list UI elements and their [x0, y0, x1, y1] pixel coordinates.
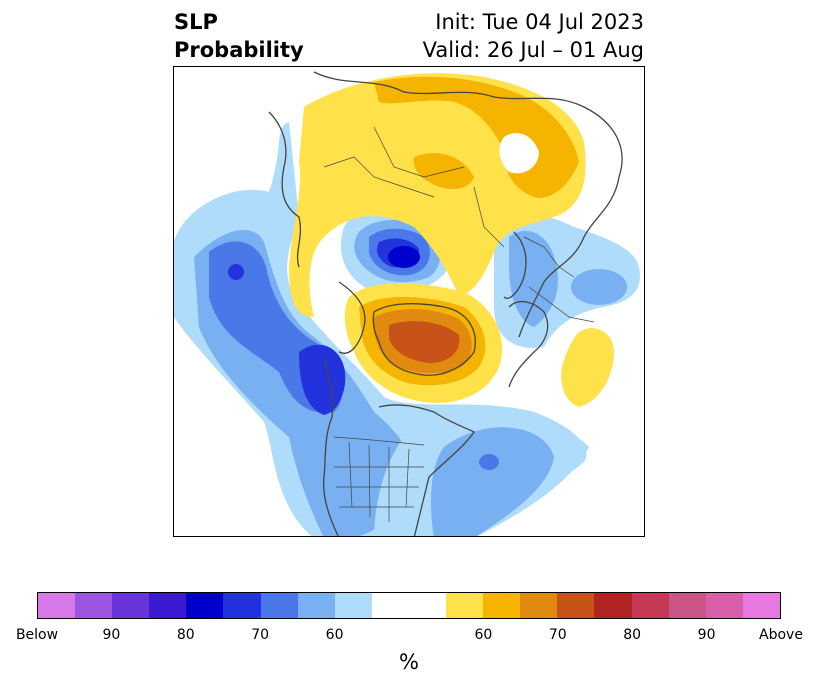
colorbar-segment	[223, 593, 261, 618]
title-product: Probability	[174, 38, 304, 62]
colorbar-segment	[594, 593, 632, 618]
shade-royal-pacific-small	[228, 264, 244, 280]
colorbar-segment	[408, 593, 447, 618]
colorbar-segment	[149, 593, 187, 618]
coastlines	[268, 71, 623, 536]
coast-northamerica-east	[378, 404, 475, 536]
coast-hudson	[338, 281, 366, 354]
shade-royal-pacific	[299, 344, 346, 415]
probability-shading	[174, 73, 640, 536]
border-us-states-2	[334, 466, 424, 508]
colorbar-segment	[260, 593, 298, 618]
coast-scandinavia	[503, 231, 527, 299]
border-russia-1	[373, 126, 465, 178]
title-variable: SLP	[174, 10, 218, 34]
border-russia-2	[473, 186, 505, 248]
coast-alaska-siberia	[268, 111, 302, 268]
shade-midblue-atlantic	[431, 427, 554, 536]
colorbar-segment	[75, 593, 113, 618]
shade-deepblue-arctic	[388, 246, 420, 268]
colorbar-tick-label: 70	[548, 627, 567, 643]
colorbar-tick-label: 80	[623, 627, 642, 643]
shade-midblue-europe	[509, 230, 558, 327]
colorbar-segment	[557, 593, 595, 618]
colorbar-segment	[446, 593, 484, 618]
colorbar-segment	[186, 593, 224, 618]
shade-midblue-europe-small	[571, 269, 627, 305]
polar-map	[173, 66, 645, 537]
border-us-states-1	[348, 441, 410, 522]
colorbar-segment	[371, 593, 409, 618]
colorbar	[37, 592, 781, 619]
colorbar-segment	[742, 593, 780, 618]
colorbar-segment	[705, 593, 743, 618]
border-europe-2	[528, 286, 595, 323]
colorbar-tick-label: 80	[176, 627, 195, 643]
colorbar-tick-label: 90	[697, 627, 716, 643]
country-borders	[323, 126, 595, 522]
coast-northamerica-west	[323, 356, 339, 536]
shade-blue-atlantic-core	[479, 454, 499, 470]
colorbar-tick-label: Above	[759, 627, 803, 643]
colorbar-tick-label: 60	[474, 627, 493, 643]
colorbar-segment	[483, 593, 521, 618]
colorbar-segment	[334, 593, 372, 618]
colorbar-tick-label: 60	[325, 627, 344, 643]
colorbar-segment	[38, 593, 76, 618]
shade-orange-east	[413, 153, 474, 189]
shade-yellow-atlantic	[561, 328, 614, 407]
coast-eurasia	[313, 71, 623, 338]
colorbar-segment	[668, 593, 706, 618]
colorbar-unit-label: %	[399, 650, 419, 674]
colorbar-tick-label: 90	[102, 627, 121, 643]
init-date: Init: Tue 04 Jul 2023	[435, 10, 644, 34]
map-title-right: Init: Tue 04 Jul 2023 Valid: 26 Jul – 01…	[423, 8, 644, 64]
border-us-canada	[333, 436, 425, 446]
coast-europe	[508, 300, 549, 388]
colorbar-segment	[297, 593, 335, 618]
colorbar-segment	[520, 593, 558, 618]
colorbar-tick-label: Below	[15, 627, 59, 643]
colorbar-tick-label: 70	[251, 627, 270, 643]
map-canvas	[174, 71, 640, 536]
valid-range: Valid: 26 Jul – 01 Aug	[422, 38, 644, 62]
border-asia-1	[323, 156, 435, 198]
shade-white-north	[499, 132, 539, 174]
map-title-left: SLP Probability	[174, 8, 304, 64]
colorbar-segment	[631, 593, 669, 618]
border-europe-1	[523, 236, 575, 278]
colorbar-segment	[112, 593, 150, 618]
shade-rust-greenland	[389, 321, 460, 363]
coast-greenland	[372, 303, 476, 376]
